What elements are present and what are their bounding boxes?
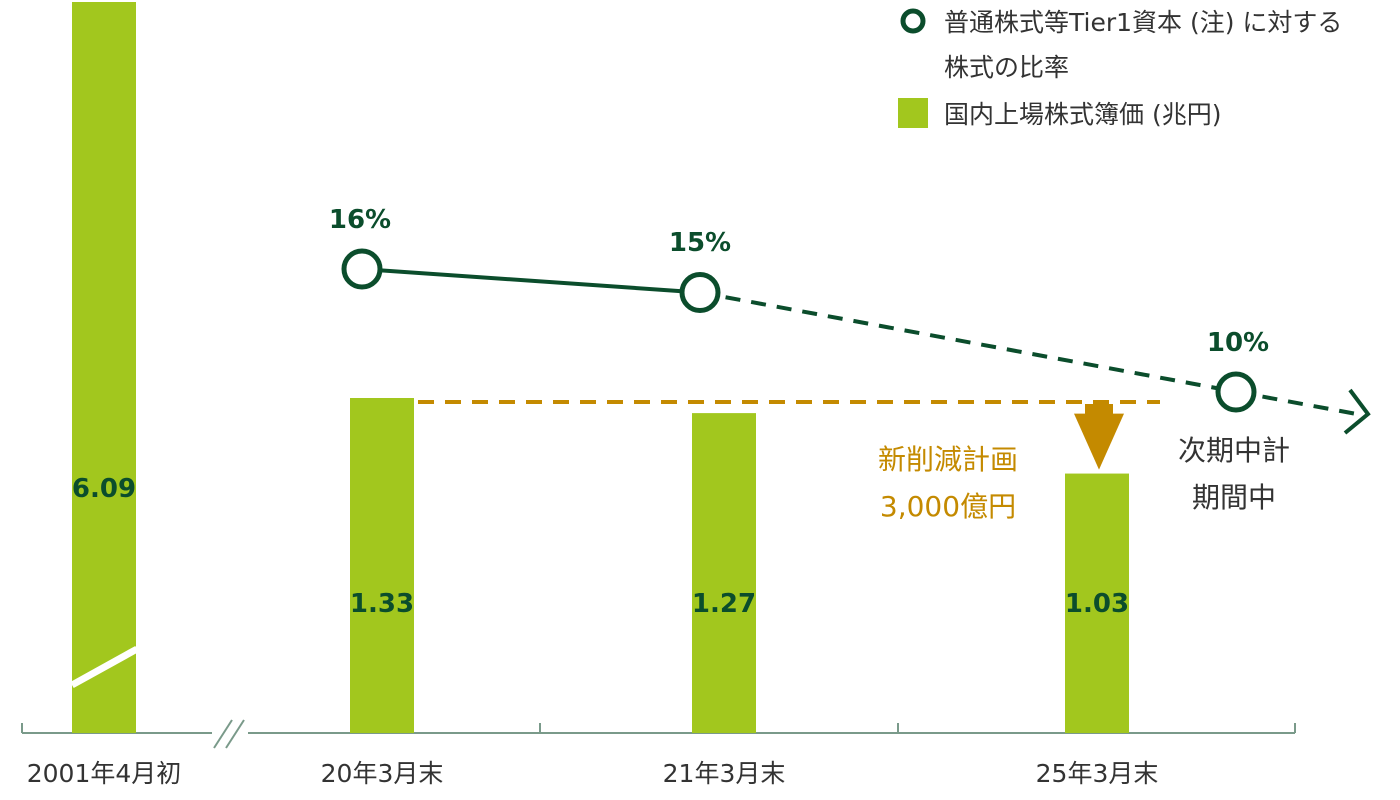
ratio-point xyxy=(1215,371,1257,413)
legend-ratio-label-line2: 株式の比率 xyxy=(944,53,1069,82)
x-tick-label: 2001年4月初 xyxy=(27,759,182,788)
reduction-arrow xyxy=(1074,404,1124,470)
legend-ratio-label-line1: 普通株式等Tier1資本 (注) に対する xyxy=(944,8,1342,37)
bar-value-label: 6.09 xyxy=(72,474,136,504)
axis-break-mark xyxy=(212,719,248,749)
ratio-line-series: 16% 15% 10% xyxy=(329,205,1371,435)
bar-series xyxy=(70,2,1129,733)
annotation-line2: 3,000億円 xyxy=(880,490,1016,523)
bar-value-labels: 6.09 1.33 1.27 1.03 xyxy=(72,474,1129,619)
bar-break-mark xyxy=(70,645,139,689)
x-tick-label: 20年3月末 xyxy=(321,759,444,788)
ratio-line-solid-segment xyxy=(361,267,701,295)
bar-20 xyxy=(350,398,414,733)
x-tick-label: 21年3月末 xyxy=(663,759,786,788)
ratio-value-label: 15% xyxy=(669,228,731,258)
ratio-point xyxy=(679,272,721,313)
ratio-value-label: 10% xyxy=(1207,328,1269,358)
legend: 普通株式等Tier1資本 (注) に対する 株式の比率 国内上場株式簿価 (兆円… xyxy=(898,8,1342,129)
reduction-annotation: 新削減計画 3,000億円 xyxy=(878,443,1018,523)
ratio-value-label: 16% xyxy=(329,205,391,235)
legend-bar-marker xyxy=(898,98,928,128)
period-note-line2: 期間中 xyxy=(1192,481,1276,514)
bar-value-label: 1.27 xyxy=(692,589,756,619)
x-tick-label: 25年3月末 xyxy=(1036,759,1159,788)
x-axis-labels: 2001年4月初 20年3月末 21年3月末 25年3月末 xyxy=(27,759,1159,788)
bar-value-label: 1.03 xyxy=(1065,589,1129,619)
ratio-point xyxy=(341,248,383,290)
period-note: 次期中計 期間中 xyxy=(1178,434,1290,514)
period-note-line1: 次期中計 xyxy=(1178,434,1290,467)
reduction-arrow-head xyxy=(1074,413,1124,470)
ratio-line-dashed-segment xyxy=(699,290,1363,417)
bar-2001 xyxy=(72,2,136,733)
ratio-line-arrowhead xyxy=(1343,388,1371,435)
reduction-arrow-shaft xyxy=(1085,404,1113,416)
legend-bar-label: 国内上場株式簿価 (兆円) xyxy=(944,100,1221,129)
legend-ratio-marker xyxy=(900,8,926,34)
bar-value-label: 1.33 xyxy=(350,589,414,619)
bar-25 xyxy=(1065,473,1129,733)
bar-21 xyxy=(692,413,756,733)
annotation-line1: 新削減計画 xyxy=(878,443,1018,476)
